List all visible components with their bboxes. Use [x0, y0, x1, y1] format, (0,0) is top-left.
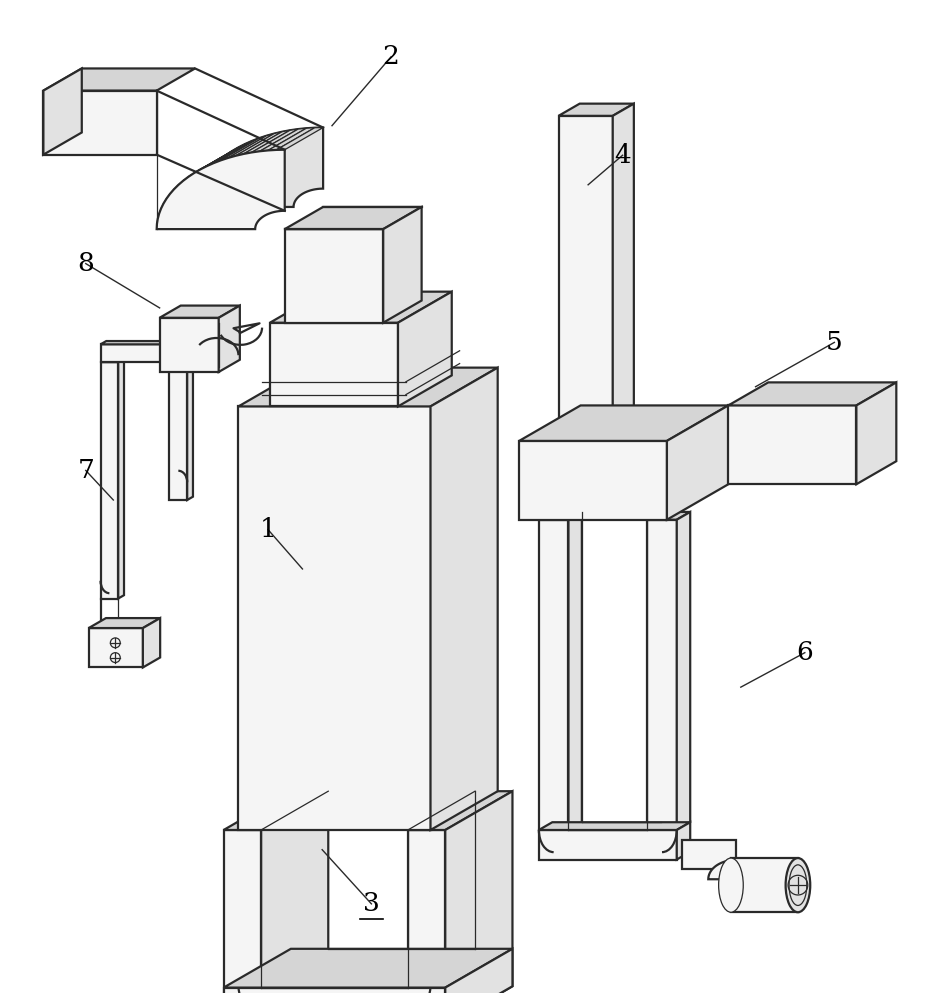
- Polygon shape: [243, 130, 289, 154]
- Polygon shape: [143, 618, 160, 667]
- Polygon shape: [159, 318, 219, 372]
- Polygon shape: [270, 292, 451, 323]
- Polygon shape: [157, 197, 196, 224]
- Polygon shape: [158, 191, 197, 219]
- Polygon shape: [223, 830, 260, 1000]
- Polygon shape: [407, 830, 445, 1000]
- Polygon shape: [270, 323, 398, 406]
- Polygon shape: [159, 306, 239, 318]
- Polygon shape: [44, 68, 195, 91]
- Polygon shape: [166, 172, 208, 199]
- Polygon shape: [398, 292, 451, 406]
- Polygon shape: [539, 512, 581, 520]
- Polygon shape: [194, 147, 238, 173]
- Polygon shape: [260, 128, 306, 151]
- Polygon shape: [276, 128, 323, 150]
- Polygon shape: [728, 382, 895, 405]
- Polygon shape: [170, 167, 212, 194]
- Polygon shape: [170, 341, 175, 362]
- Polygon shape: [445, 791, 512, 1000]
- Polygon shape: [676, 512, 690, 830]
- Text: 6: 6: [795, 640, 812, 665]
- Polygon shape: [238, 368, 497, 406]
- Polygon shape: [518, 441, 667, 520]
- Polygon shape: [518, 405, 728, 441]
- Polygon shape: [558, 116, 612, 495]
- Polygon shape: [100, 344, 170, 362]
- Polygon shape: [251, 129, 298, 152]
- Polygon shape: [44, 68, 82, 155]
- Polygon shape: [157, 202, 195, 229]
- Polygon shape: [223, 988, 445, 1000]
- Polygon shape: [100, 359, 124, 362]
- Polygon shape: [238, 406, 430, 830]
- Polygon shape: [568, 512, 581, 830]
- Polygon shape: [221, 136, 266, 160]
- Polygon shape: [612, 104, 633, 495]
- Polygon shape: [188, 151, 233, 177]
- Polygon shape: [187, 359, 193, 500]
- Polygon shape: [223, 949, 512, 988]
- Polygon shape: [163, 177, 205, 204]
- Polygon shape: [100, 341, 175, 344]
- Polygon shape: [445, 949, 512, 1000]
- Polygon shape: [646, 520, 676, 830]
- Polygon shape: [100, 362, 118, 599]
- Polygon shape: [170, 359, 193, 362]
- Polygon shape: [235, 132, 282, 156]
- Polygon shape: [539, 822, 690, 830]
- Polygon shape: [285, 229, 383, 323]
- Polygon shape: [558, 104, 633, 116]
- Polygon shape: [89, 628, 143, 667]
- Polygon shape: [728, 405, 856, 484]
- Polygon shape: [157, 150, 285, 229]
- Polygon shape: [268, 128, 314, 150]
- Polygon shape: [228, 134, 273, 158]
- Polygon shape: [44, 91, 157, 155]
- Polygon shape: [195, 128, 323, 207]
- Polygon shape: [178, 159, 222, 185]
- Ellipse shape: [785, 858, 809, 912]
- Polygon shape: [223, 791, 328, 830]
- Polygon shape: [219, 306, 239, 372]
- Polygon shape: [260, 791, 328, 1000]
- Ellipse shape: [717, 858, 743, 912]
- Polygon shape: [285, 207, 421, 229]
- Polygon shape: [159, 186, 199, 214]
- Polygon shape: [118, 359, 124, 599]
- Polygon shape: [707, 860, 737, 881]
- Text: 3: 3: [362, 891, 379, 916]
- Polygon shape: [170, 362, 187, 500]
- Polygon shape: [213, 138, 259, 163]
- Text: 2: 2: [382, 44, 400, 69]
- Text: 4: 4: [614, 143, 630, 168]
- Polygon shape: [539, 830, 676, 860]
- Polygon shape: [161, 181, 202, 209]
- Polygon shape: [646, 512, 690, 520]
- Polygon shape: [183, 155, 226, 181]
- Polygon shape: [207, 141, 252, 166]
- Polygon shape: [681, 840, 735, 869]
- Polygon shape: [667, 405, 728, 520]
- Text: 8: 8: [77, 251, 94, 276]
- Text: 7: 7: [77, 458, 94, 483]
- Polygon shape: [730, 858, 797, 912]
- Polygon shape: [89, 618, 160, 628]
- Polygon shape: [430, 368, 497, 830]
- Polygon shape: [173, 163, 216, 189]
- Polygon shape: [407, 791, 512, 830]
- Polygon shape: [856, 382, 895, 484]
- Polygon shape: [383, 207, 421, 323]
- Text: 5: 5: [825, 330, 842, 355]
- Polygon shape: [676, 822, 690, 860]
- Polygon shape: [539, 520, 568, 830]
- Text: 1: 1: [260, 517, 276, 542]
- Polygon shape: [200, 144, 245, 169]
